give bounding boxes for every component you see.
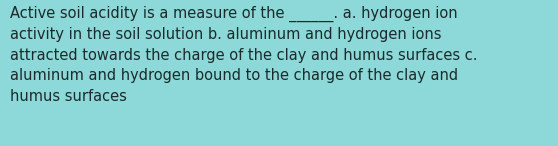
Text: Active soil acidity is a measure of the ______. a. hydrogen ion
activity in the : Active soil acidity is a measure of the … <box>10 6 478 104</box>
